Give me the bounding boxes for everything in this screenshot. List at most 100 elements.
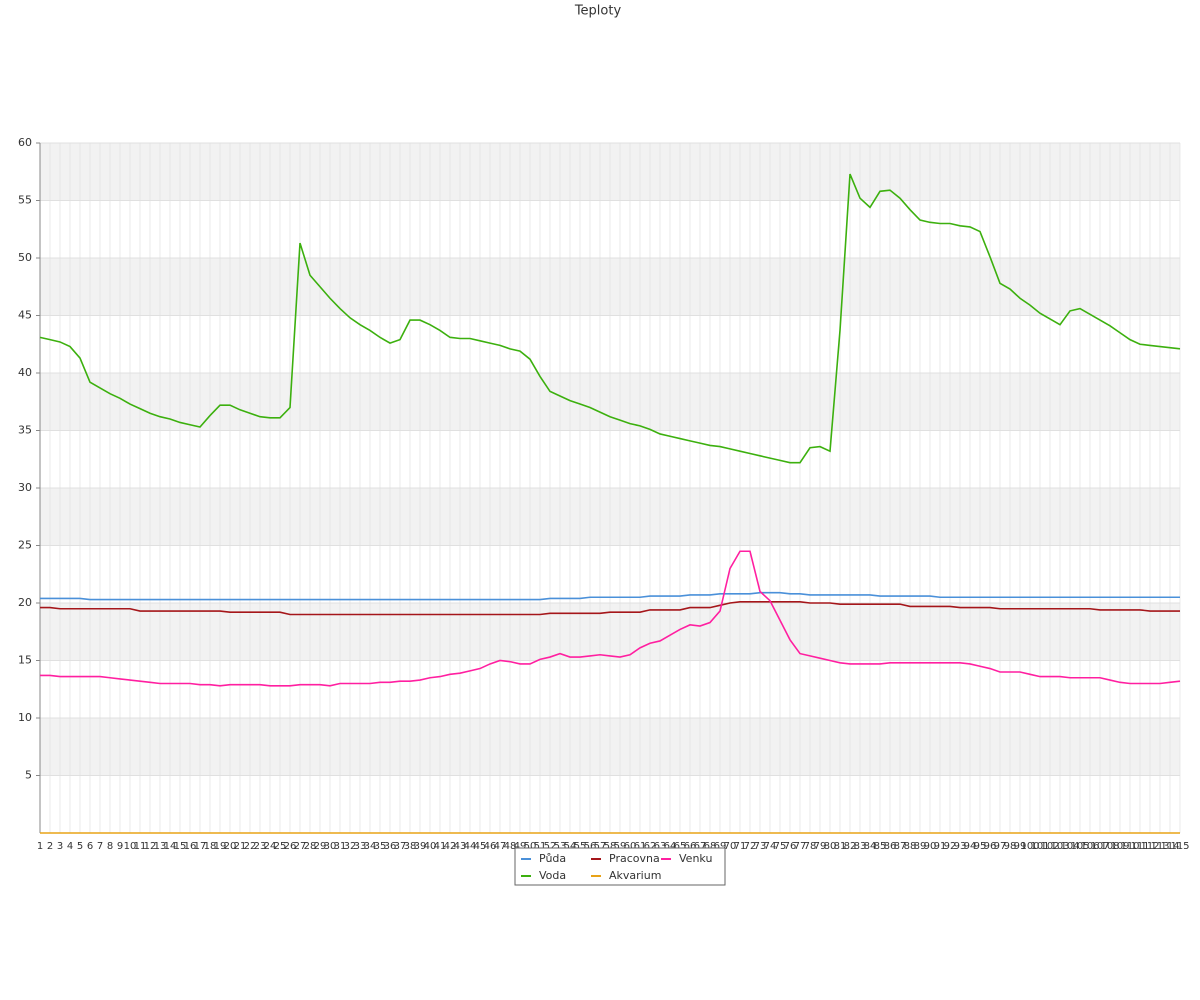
x-tick-label: 25 bbox=[274, 841, 287, 852]
y-tick-label: 35 bbox=[18, 424, 32, 437]
x-tick-label: 32 bbox=[344, 841, 357, 852]
x-tick-label: 67 bbox=[694, 841, 707, 852]
x-tick-label: 92 bbox=[944, 841, 957, 852]
x-tick-label: 82 bbox=[844, 841, 857, 852]
x-tick-label: 23 bbox=[254, 841, 267, 852]
x-tick-label: 90 bbox=[924, 841, 937, 852]
x-tick-label: 100 bbox=[1020, 841, 1039, 852]
x-tick-label: 104 bbox=[1060, 841, 1079, 852]
x-tick-label: 4 bbox=[67, 841, 73, 852]
legend-label: Akvarium bbox=[609, 869, 661, 882]
x-tick-label: 103 bbox=[1050, 841, 1069, 852]
x-tick-label: 93 bbox=[954, 841, 967, 852]
x-tick-label: 51 bbox=[534, 841, 547, 852]
x-tick-label: 98 bbox=[1004, 841, 1017, 852]
x-tick-label: 57 bbox=[594, 841, 607, 852]
legend-label: Voda bbox=[539, 869, 566, 882]
x-tick-label: 97 bbox=[994, 841, 1007, 852]
x-tick-label: 53 bbox=[554, 841, 567, 852]
x-tick-label: 77 bbox=[794, 841, 807, 852]
x-tick-label: 106 bbox=[1080, 841, 1099, 852]
x-tick-label: 12 bbox=[144, 841, 157, 852]
x-tick-label: 7 bbox=[97, 841, 103, 852]
x-tick-label: 108 bbox=[1100, 841, 1119, 852]
x-tick-label: 96 bbox=[984, 841, 997, 852]
x-tick-label: 26 bbox=[284, 841, 297, 852]
x-tick-label: 101 bbox=[1030, 841, 1049, 852]
x-tick-label: 54 bbox=[564, 841, 577, 852]
x-tick-label: 11 bbox=[134, 841, 147, 852]
x-tick-label: 35 bbox=[374, 841, 387, 852]
x-tick-label: 37 bbox=[394, 841, 407, 852]
legend-label: Pracovna bbox=[609, 852, 660, 865]
x-tick-label: 115 bbox=[1170, 841, 1189, 852]
series-line bbox=[40, 591, 1180, 601]
x-tick-label: 63 bbox=[654, 841, 667, 852]
x-tick-label: 49 bbox=[514, 841, 527, 852]
x-tick-label: 39 bbox=[414, 841, 427, 852]
chart-title: Teploty bbox=[574, 4, 622, 19]
legend-label: Venku bbox=[679, 852, 712, 865]
x-tick-label: 1 bbox=[37, 841, 43, 852]
x-tick-label: 56 bbox=[584, 841, 597, 852]
x-tick-label: 72 bbox=[744, 841, 757, 852]
x-tick-label: 105 bbox=[1070, 841, 1089, 852]
x-tick-label: 2 bbox=[47, 841, 53, 852]
series-line bbox=[40, 601, 1180, 616]
x-tick-label: 84 bbox=[864, 841, 877, 852]
x-tick-label: 68 bbox=[704, 841, 717, 852]
x-tick-label: 86 bbox=[884, 841, 897, 852]
x-tick-label: 42 bbox=[444, 841, 457, 852]
x-tick-label: 22 bbox=[244, 841, 257, 852]
x-tick-label: 45 bbox=[474, 841, 487, 852]
x-tick-label: 85 bbox=[874, 841, 887, 852]
x-tick-label: 95 bbox=[974, 841, 987, 852]
x-tick-label: 19 bbox=[214, 841, 227, 852]
x-tick-label: 8 bbox=[107, 841, 113, 852]
x-tick-label: 31 bbox=[334, 841, 347, 852]
x-tick-label: 87 bbox=[894, 841, 907, 852]
x-tick-label: 34 bbox=[364, 841, 377, 852]
x-tick-label: 14 bbox=[164, 841, 177, 852]
x-tick-label: 21 bbox=[234, 841, 247, 852]
x-tick-label: 58 bbox=[604, 841, 617, 852]
x-tick-label: 111 bbox=[1130, 841, 1149, 852]
x-tick-label: 83 bbox=[854, 841, 867, 852]
x-tick-label: 64 bbox=[664, 841, 677, 852]
x-tick-label: 113 bbox=[1150, 841, 1169, 852]
x-tick-label: 76 bbox=[784, 841, 797, 852]
x-tick-label: 38 bbox=[404, 841, 417, 852]
x-tick-label: 73 bbox=[754, 841, 767, 852]
x-tick-label: 47 bbox=[494, 841, 507, 852]
x-tick-label: 5 bbox=[77, 841, 83, 852]
x-tick-label: 107 bbox=[1090, 841, 1109, 852]
x-tick-label: 10 bbox=[124, 841, 137, 852]
series-line bbox=[40, 550, 1181, 687]
x-tick-label: 20 bbox=[224, 841, 237, 852]
x-tick-label: 89 bbox=[914, 841, 927, 852]
x-tick-label: 69 bbox=[714, 841, 727, 852]
x-tick-label: 50 bbox=[524, 841, 537, 852]
x-tick-label: 66 bbox=[684, 841, 697, 852]
x-tick-label: 109 bbox=[1110, 841, 1129, 852]
x-tick-label: 70 bbox=[724, 841, 737, 852]
x-tick-label: 59 bbox=[614, 841, 627, 852]
x-tick-label: 6 bbox=[87, 841, 93, 852]
legend-label: Půda bbox=[539, 852, 566, 865]
x-tick-label: 43 bbox=[454, 841, 467, 852]
x-tick-label: 91 bbox=[934, 841, 947, 852]
y-tick-label: 5 bbox=[25, 769, 32, 782]
x-tick-label: 15 bbox=[174, 841, 187, 852]
x-tick-label: 74 bbox=[764, 841, 777, 852]
x-tick-label: 81 bbox=[834, 841, 847, 852]
y-tick-label: 20 bbox=[18, 596, 32, 609]
x-tick-label: 16 bbox=[184, 841, 197, 852]
x-tick-label: 40 bbox=[424, 841, 437, 852]
x-tick-label: 36 bbox=[384, 841, 397, 852]
x-tick-label: 27 bbox=[294, 841, 307, 852]
x-tick-label: 55 bbox=[574, 841, 587, 852]
x-tick-label: 13 bbox=[154, 841, 167, 852]
x-tick-label: 41 bbox=[434, 841, 447, 852]
x-tick-label: 9 bbox=[117, 841, 123, 852]
x-tick-label: 75 bbox=[774, 841, 787, 852]
